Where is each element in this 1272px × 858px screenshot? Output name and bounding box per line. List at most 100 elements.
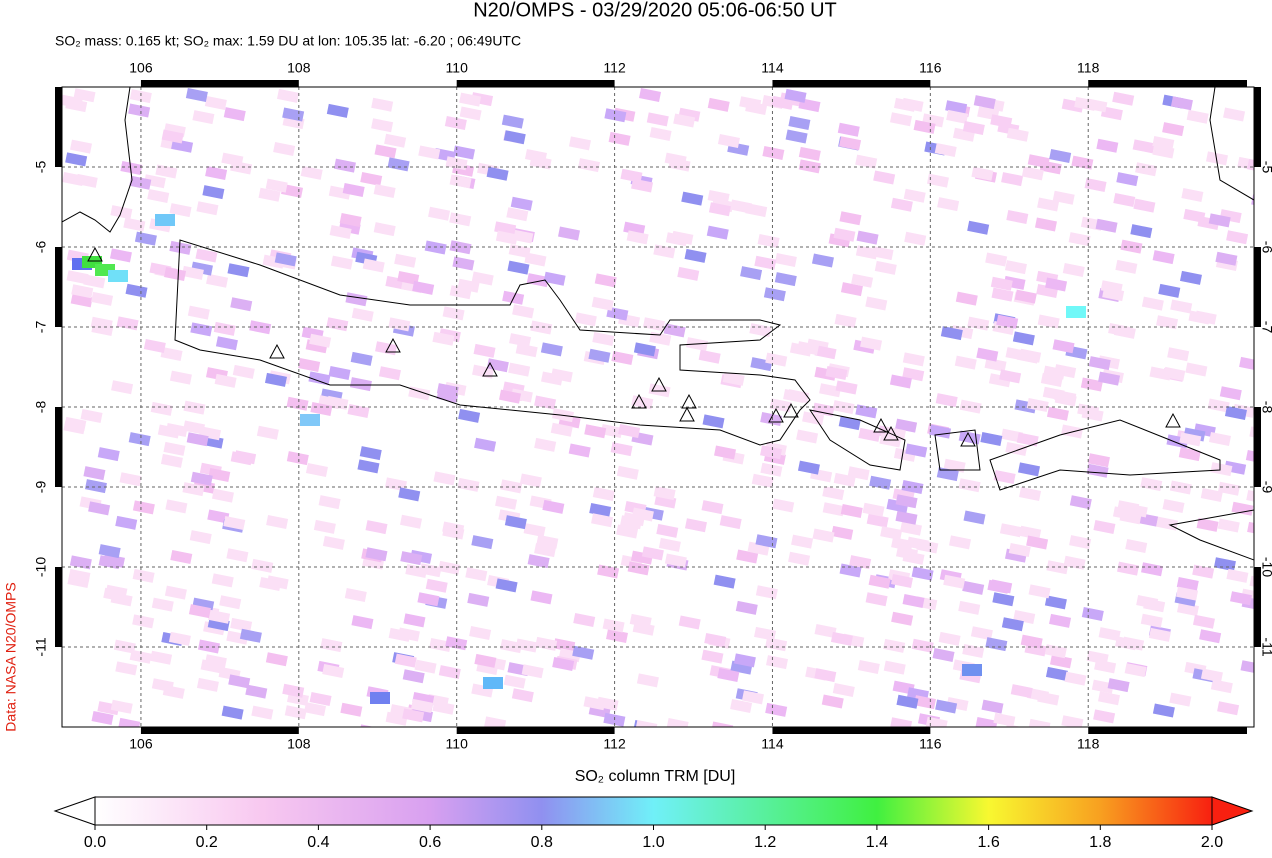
so2-pixel xyxy=(313,519,336,534)
so2-pixel xyxy=(134,231,157,246)
so2-pixel xyxy=(232,364,255,379)
so2-pixel xyxy=(883,638,906,653)
so2-pixel xyxy=(1064,671,1087,686)
so2-pixel xyxy=(132,568,155,583)
so2-pixel xyxy=(519,473,542,488)
volcano xyxy=(768,407,784,423)
so2-pixel xyxy=(765,702,788,717)
so2-pixel xyxy=(798,159,821,174)
so2-pixel xyxy=(467,592,490,607)
so2-pixel xyxy=(890,197,913,212)
so2-pixel xyxy=(329,224,352,239)
lat-tick-label: -10 xyxy=(1259,557,1272,577)
so2-pixel xyxy=(990,579,1013,594)
so2-pixel xyxy=(530,320,553,335)
so2-pixel xyxy=(1208,213,1231,228)
so2-pixel xyxy=(830,631,853,646)
so2-pixel xyxy=(471,271,494,286)
lat-tick-label: -9 xyxy=(1259,481,1272,494)
so2-pixel xyxy=(1037,314,1060,329)
volcano xyxy=(87,246,103,262)
so2-pixel xyxy=(760,462,783,477)
so2-pixel xyxy=(473,343,496,358)
so2-pixel xyxy=(1100,106,1123,121)
so2-pixel xyxy=(458,408,481,423)
so2-pixel xyxy=(856,230,879,245)
so2-pixel xyxy=(62,171,85,186)
so2-pixel xyxy=(1156,516,1179,531)
so2-pixel xyxy=(445,156,468,171)
so2-pixel xyxy=(524,252,547,267)
so2-pixel xyxy=(211,488,234,503)
so2-pixel xyxy=(1081,607,1104,622)
so2-pixel xyxy=(765,352,788,367)
border-bar xyxy=(55,247,62,327)
so2-pixel xyxy=(474,437,497,452)
so2-pixel xyxy=(400,514,423,529)
so2-pixel xyxy=(1176,586,1199,601)
so2-pixel xyxy=(1026,398,1049,413)
so2-pixel xyxy=(183,400,206,415)
so2-pixel xyxy=(1018,462,1041,477)
so2-pixel xyxy=(402,669,425,684)
volcano xyxy=(651,376,667,392)
so2-pixel xyxy=(300,414,320,426)
so2-pixel xyxy=(911,566,934,581)
so2-pixel xyxy=(736,549,759,564)
so2-pixel xyxy=(1044,595,1067,610)
so2-pixel xyxy=(414,659,437,674)
so2-pixel xyxy=(550,368,573,383)
so2-pixel xyxy=(745,203,768,218)
so2-pixel xyxy=(722,371,745,386)
so2-pixel xyxy=(707,189,730,204)
so2-pixel xyxy=(902,550,925,565)
so2-pixel xyxy=(833,472,856,487)
so2-pixel xyxy=(132,500,155,515)
so2-pixel xyxy=(812,402,835,417)
so2-pixel xyxy=(937,197,960,212)
volcano xyxy=(883,425,899,441)
so2-pixel xyxy=(639,88,662,103)
so2-pixel xyxy=(160,453,183,468)
so2-pixel xyxy=(765,637,788,652)
so2-pixel xyxy=(1045,277,1068,292)
so2-pixel xyxy=(1163,366,1186,381)
so2-pixel xyxy=(1119,510,1142,525)
so2-pixel xyxy=(1148,627,1171,642)
so2-pixel xyxy=(1179,270,1202,285)
so2-pixel xyxy=(345,292,368,307)
lon-tick-label: 118 xyxy=(1077,736,1100,752)
so2-pixel xyxy=(527,554,550,569)
so2-pixel xyxy=(1113,192,1136,207)
so2-pixel xyxy=(1217,701,1240,716)
so2-pixel xyxy=(837,122,860,137)
volcano xyxy=(1165,412,1181,428)
so2-pixel xyxy=(626,230,649,245)
so2-pixel xyxy=(821,694,844,709)
so2-pixel xyxy=(349,377,372,392)
lon-tick-label: 108 xyxy=(287,736,311,752)
volcano xyxy=(482,361,498,377)
so2-pixel xyxy=(508,244,531,259)
so2-pixel xyxy=(1108,323,1131,338)
so2-pixel xyxy=(774,253,797,268)
so2-pixel xyxy=(540,342,563,357)
so2-pixel xyxy=(1156,315,1179,330)
border-bar xyxy=(55,567,62,647)
so2-pixel xyxy=(169,203,192,218)
so2-pixel xyxy=(286,396,309,411)
so2-pixel xyxy=(1080,377,1103,392)
so2-pixel xyxy=(1006,210,1029,225)
so2-pixel xyxy=(486,166,509,181)
so2-pixel xyxy=(164,585,187,600)
so2-pixel xyxy=(305,462,328,477)
so2-pixel xyxy=(1130,224,1153,239)
flores xyxy=(1168,509,1254,561)
so2-pixel xyxy=(161,129,184,144)
so2-pixel xyxy=(226,548,249,563)
so2-pixel xyxy=(523,523,546,538)
so2-pixel xyxy=(646,112,669,127)
lat-tick-label: -7 xyxy=(1259,321,1272,334)
so2-pixel xyxy=(417,592,440,607)
so2-pixel xyxy=(284,705,307,720)
